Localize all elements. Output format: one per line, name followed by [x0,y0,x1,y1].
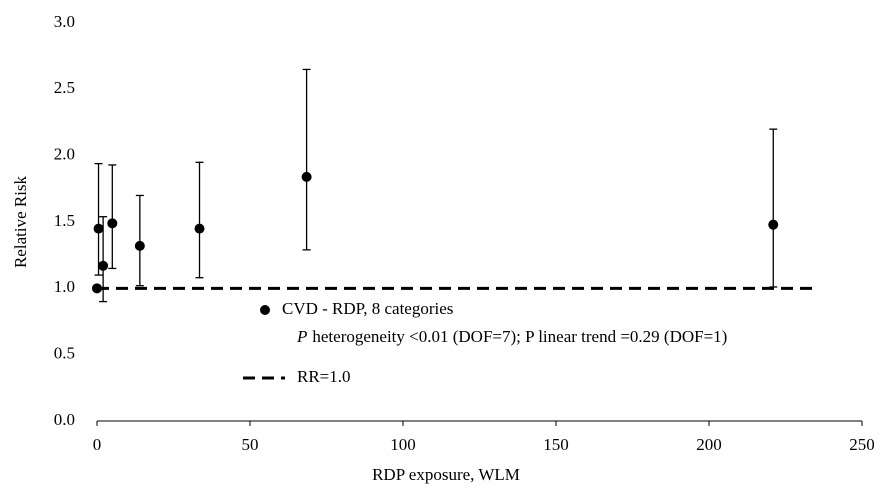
x-tick-label: 200 [696,435,722,454]
point [194,223,205,234]
x-tick-label: 0 [93,435,102,454]
point [768,219,779,230]
legend-label: CVD - RDP, 8 categories [282,299,453,318]
error-bar [195,161,204,279]
y-tick-label: 1.5 [54,211,75,230]
point [134,240,145,251]
point [98,260,109,271]
error-bar [769,128,778,288]
point [107,218,118,229]
y-tick-label: 0.0 [54,410,75,429]
legend-label: RR=1.0 [297,367,351,386]
x-tick-label: 150 [543,435,569,454]
annotation-italic: P [296,327,307,346]
x-axis-title: RDP exposure, WLM [372,465,520,484]
point [93,223,104,234]
y-tick-label: 1.0 [54,277,75,296]
error-bar [302,68,311,251]
error-bar [94,162,103,276]
y-axis-title: Relative Risk [11,175,30,268]
x-tick-label: 50 [242,435,259,454]
annotation-text: heterogeneity <0.01 (DOF=7); P linear tr… [312,327,727,346]
x-tick-label: 100 [390,435,416,454]
error-bar [135,194,144,287]
point [301,171,312,182]
x-tick-label: 250 [849,435,875,454]
y-tick-label: 2.5 [54,78,75,97]
legend-marker [260,305,270,315]
error-bar [108,164,117,270]
y-tick-label: 2.0 [54,145,75,164]
y-tick-label: 3.0 [54,12,75,31]
y-tick-label: 0.5 [54,344,75,363]
